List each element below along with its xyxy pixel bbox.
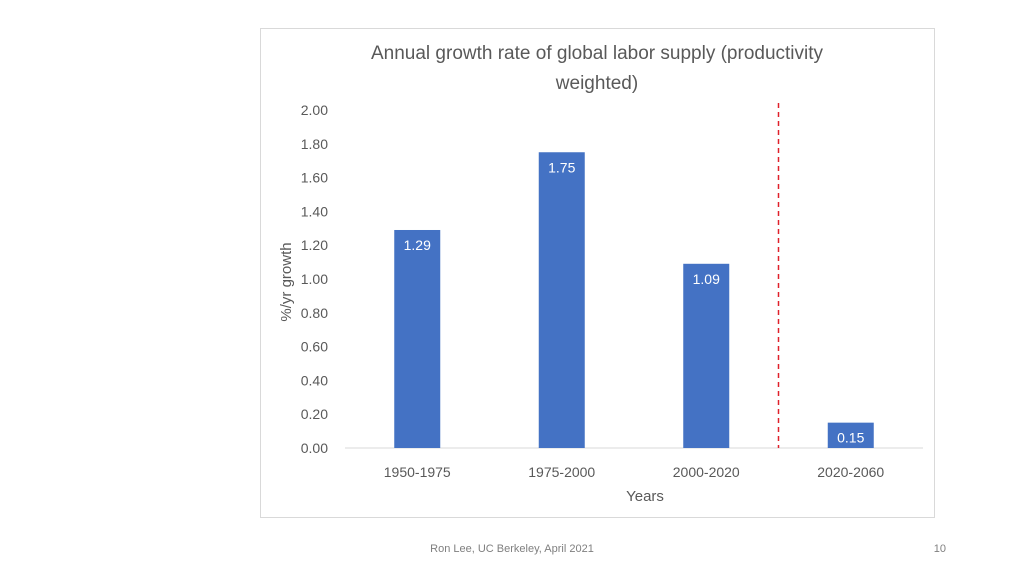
x-tick-label: 2000-2020 — [673, 464, 740, 480]
chart-frame — [260, 28, 935, 518]
bar-1975-2000 — [538, 152, 585, 448]
y-tick-label: 2.00 — [301, 102, 328, 118]
data-label: 1.75 — [548, 159, 575, 175]
y-tick-label: 0.40 — [301, 372, 328, 388]
y-tick-label: 1.40 — [301, 203, 328, 219]
y-tick-label: 0.80 — [301, 305, 328, 321]
y-tick-label: 1.80 — [301, 136, 328, 152]
x-axis-label: Years — [626, 488, 664, 505]
bar-2020-2060 — [827, 422, 874, 448]
y-tick-label: 0.00 — [301, 440, 328, 456]
x-tick-label: 2020-2060 — [817, 464, 884, 480]
y-tick-label: 0.60 — [301, 339, 328, 355]
x-tick-label: 1975-2000 — [528, 464, 595, 480]
y-tick-label: 1.60 — [301, 170, 328, 186]
x-tick-label: 1950-1975 — [384, 464, 451, 480]
footer-credit: Ron Lee, UC Berkeley, April 2021 — [430, 543, 594, 555]
y-tick-label: 0.20 — [301, 406, 328, 422]
chart-title-line: weighted) — [555, 73, 638, 94]
data-label: 0.15 — [837, 430, 864, 446]
chart-title-line: Annual growth rate of global labor suppl… — [371, 43, 824, 64]
data-label: 1.09 — [693, 271, 720, 287]
bar-2000-2020 — [683, 263, 730, 448]
y-axis-label: %/yr growth — [278, 242, 295, 321]
page-number: 10 — [933, 543, 946, 555]
data-label: 1.29 — [404, 237, 431, 253]
y-tick-label: 1.20 — [301, 237, 328, 253]
bar-1950-1975 — [394, 229, 441, 448]
y-tick-label: 1.00 — [301, 271, 328, 287]
